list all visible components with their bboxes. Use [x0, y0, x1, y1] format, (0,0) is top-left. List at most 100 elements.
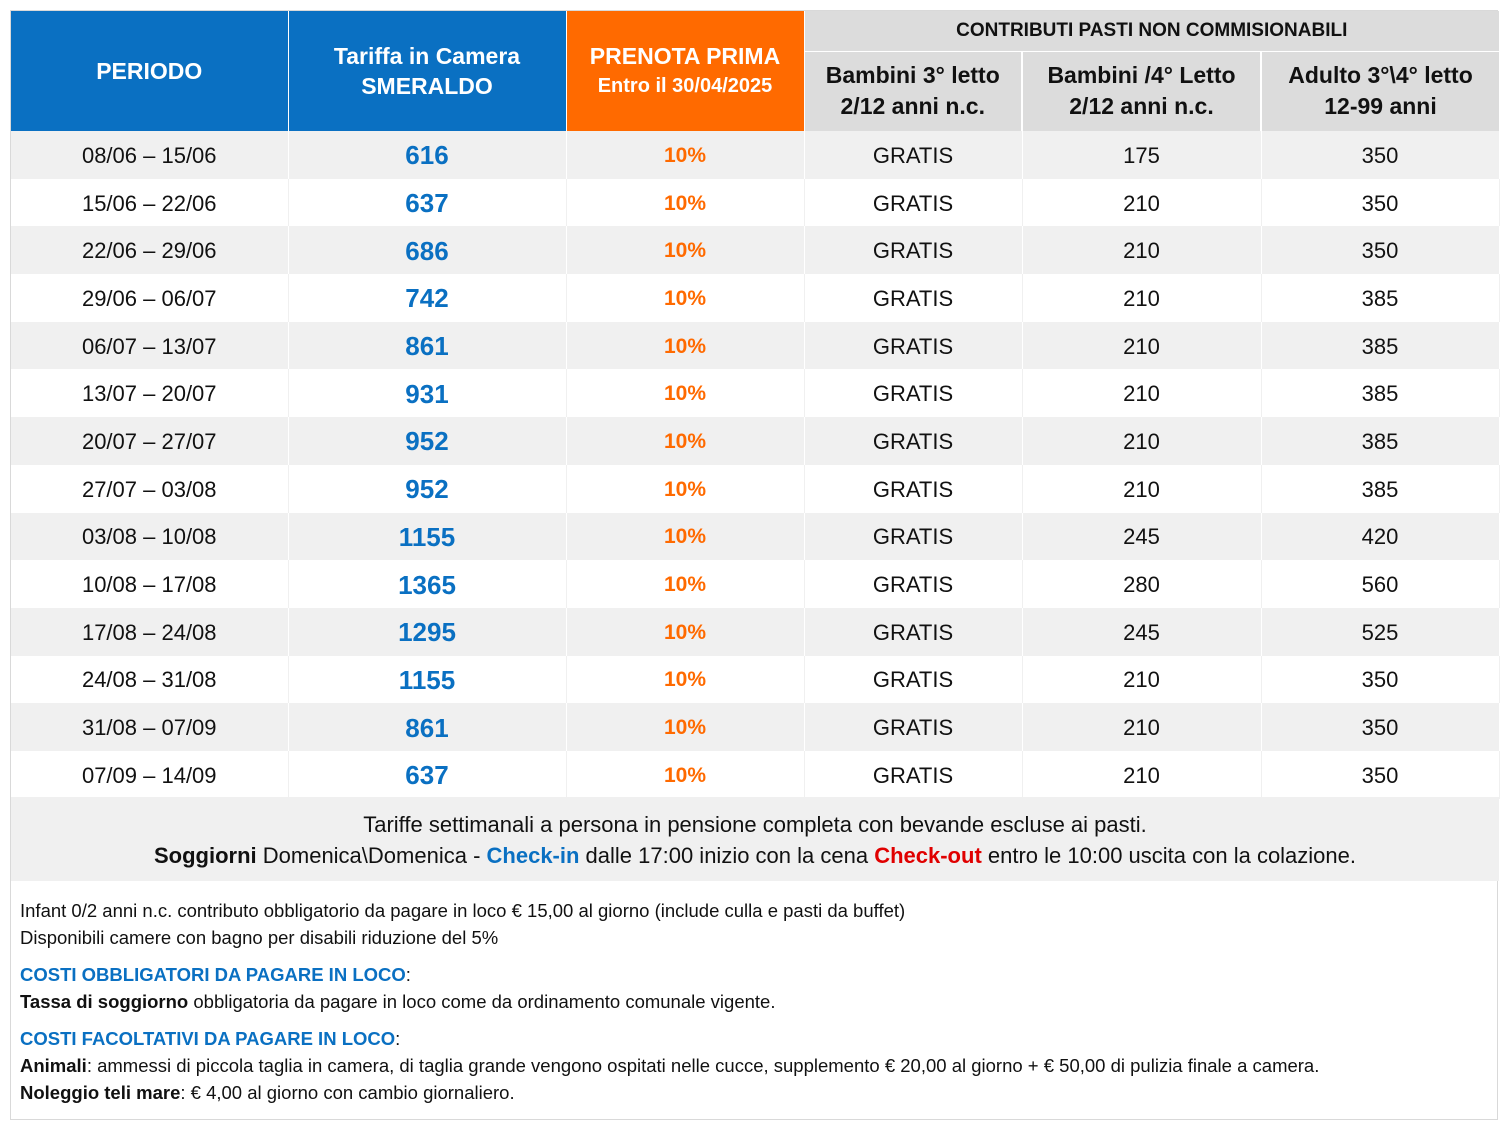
- cell-periodo: 13/07 – 20/07: [11, 369, 289, 418]
- cell-periodo: 08/06 – 15/06: [11, 131, 289, 179]
- cell-bambini-3: GRATIS: [804, 321, 1023, 370]
- cell-tariffa: 861: [288, 703, 567, 751]
- cell-prenota-prima: 10%: [566, 417, 805, 465]
- info-obbligatori-heading: COSTI OBBLIGATORI DA PAGARE IN LOCO:: [20, 961, 1490, 988]
- cell-tariffa: 1155: [288, 512, 567, 561]
- cell-bambini-3: GRATIS: [804, 512, 1023, 561]
- cell-periodo: 06/07 – 13/07: [11, 321, 289, 370]
- cell-adulto: 350: [1261, 178, 1500, 227]
- cell-prenota-prima: 10%: [566, 226, 805, 275]
- table-row: 06/07 – 13/07 861 10% GRATIS 210 385: [11, 321, 1500, 370]
- cell-bambini-3: GRATIS: [804, 703, 1023, 751]
- obbligatori-title: COSTI OBBLIGATORI DA PAGARE IN LOCO: [20, 964, 406, 985]
- header-sub-line2: 12-99 anni: [1324, 93, 1437, 120]
- note-checkin: Check-in: [486, 843, 580, 868]
- animali-label: Animali: [20, 1055, 87, 1076]
- cell-bambini-4: 210: [1022, 274, 1262, 322]
- cell-adulto: 420: [1261, 512, 1500, 561]
- note-checkout: Check-out: [874, 843, 982, 868]
- tassa-text: obbligatoria da pagare in loco come da o…: [188, 991, 776, 1012]
- header-prenota-title: PRENOTA PRIMA: [589, 43, 781, 69]
- cell-prenota-prima: 10%: [566, 703, 805, 751]
- cell-prenota-prima: 10%: [566, 369, 805, 418]
- cell-bambini-3: GRATIS: [804, 131, 1023, 179]
- table-body: 08/06 – 15/06 616 10% GRATIS 175 350 15/06 – 2…: [11, 131, 1500, 799]
- cell-tariffa: 686: [288, 226, 567, 275]
- header-sub-line2: 2/12 anni n.c.: [1069, 93, 1214, 120]
- table-row: 13/07 – 20/07 931 10% GRATIS 210 385: [11, 369, 1500, 418]
- cell-periodo: 07/09 – 14/09: [11, 750, 289, 799]
- animali-text: : ammessi di piccola taglia in camera, d…: [86, 1055, 1320, 1076]
- note-line1: Tariffe settimanali a persona in pension…: [363, 812, 1147, 837]
- cell-periodo: 15/06 – 22/06: [11, 178, 289, 227]
- cell-tariffa: 742: [288, 274, 567, 322]
- table-row: 22/06 – 29/06 686 10% GRATIS 210 350: [11, 226, 1500, 275]
- cell-periodo: 27/07 – 03/08: [11, 464, 289, 513]
- cell-tariffa: 637: [288, 750, 567, 799]
- cell-bambini-4: 245: [1022, 512, 1262, 561]
- cell-tariffa: 861: [288, 321, 567, 370]
- table-row: 20/07 – 27/07 952 10% GRATIS 210 385: [11, 417, 1500, 465]
- header-sub-line1: Bambini /4° Letto: [1047, 62, 1236, 89]
- cell-periodo: 03/08 – 10/08: [11, 512, 289, 561]
- header-tariffa-line1: Tariffa in Camera: [333, 43, 521, 69]
- obbligatori-colon: :: [405, 964, 411, 985]
- info-disabili: Disponibili camere con bagno per disabil…: [20, 927, 499, 948]
- header-adulto: Adulto 3°\4° letto 12-99 anni: [1261, 51, 1500, 131]
- cell-bambini-4: 245: [1022, 607, 1262, 656]
- cell-bambini-4: 210: [1022, 417, 1262, 465]
- cell-periodo: 17/08 – 24/08: [11, 607, 289, 656]
- cell-periodo: 10/08 – 17/08: [11, 560, 289, 608]
- cell-periodo: 31/08 – 07/09: [11, 703, 289, 751]
- info-facoltativi-heading: COSTI FACOLTATIVI DA PAGARE IN LOCO:: [20, 1025, 1490, 1052]
- header-tariffa: Tariffa in Camera SMERALDO: [288, 11, 567, 131]
- cell-bambini-4: 210: [1022, 369, 1262, 418]
- note-domenica: Domenica\Domenica -: [256, 843, 487, 868]
- note-soggiorni: Soggiorni: [153, 843, 257, 868]
- cell-tariffa: 637: [288, 178, 567, 227]
- header-prenota-date: Entro il 30/04/2025: [597, 75, 773, 97]
- header-bambini-4: Bambini /4° Letto 2/12 anni n.c.: [1022, 51, 1262, 131]
- header-prenota-prima: PRENOTA PRIMA Entro il 30/04/2025: [566, 11, 805, 131]
- cell-bambini-3: GRATIS: [804, 417, 1023, 465]
- header-bambini-3: Bambini 3° letto 2/12 anni n.c.: [804, 51, 1023, 131]
- header-contributi: CONTRIBUTI PASTI NON COMMISIONABILI: [804, 11, 1500, 52]
- cell-prenota-prima: 10%: [566, 321, 805, 370]
- cell-tariffa: 1295: [288, 607, 567, 656]
- cell-adulto: 350: [1261, 703, 1500, 751]
- table-row: 10/08 – 17/08 1365 10% GRATIS 280 560: [11, 560, 1500, 608]
- cell-bambini-3: GRATIS: [804, 607, 1023, 656]
- cell-prenota-prima: 10%: [566, 750, 805, 799]
- cell-periodo: 20/07 – 27/07: [11, 417, 289, 465]
- header-sub-line1: Adulto 3°\4° letto: [1288, 62, 1473, 89]
- cell-tariffa: 931: [288, 369, 567, 418]
- cell-adulto: 350: [1261, 226, 1500, 275]
- cell-bambini-4: 210: [1022, 655, 1262, 704]
- tassa-label: Tassa di soggiorno: [20, 991, 189, 1012]
- cell-bambini-3: GRATIS: [804, 655, 1023, 704]
- cell-adulto: 525: [1261, 607, 1500, 656]
- cell-prenota-prima: 10%: [566, 607, 805, 656]
- cell-bambini-4: 210: [1022, 750, 1262, 799]
- cell-bambini-4: 210: [1022, 178, 1262, 227]
- cell-bambini-3: GRATIS: [804, 750, 1023, 799]
- cell-tariffa: 952: [288, 417, 567, 465]
- info-tassa: Tassa di soggiorno obbligatoria da pagar…: [20, 988, 1490, 1015]
- cell-prenota-prima: 10%: [566, 512, 805, 561]
- cell-prenota-prima: 10%: [566, 274, 805, 322]
- header-sub-line2: 2/12 anni n.c.: [840, 93, 985, 120]
- info-animali: Animali: ammessi di piccola taglia in ca…: [20, 1052, 1490, 1079]
- cell-bambini-3: GRATIS: [804, 464, 1023, 513]
- cell-bambini-4: 175: [1022, 131, 1262, 179]
- cell-periodo: 29/06 – 06/07: [11, 274, 289, 322]
- cell-tariffa: 952: [288, 464, 567, 513]
- cell-bambini-4: 210: [1022, 703, 1262, 751]
- header-sub-line1: Bambini 3° letto: [825, 62, 1000, 89]
- cell-bambini-4: 280: [1022, 560, 1262, 608]
- teli-label: Noleggio teli mare: [20, 1082, 181, 1103]
- cell-bambini-3: GRATIS: [804, 274, 1023, 322]
- note-checkin-text: dalle 17:00 inizio con la cena: [579, 843, 875, 868]
- teli-text: : € 4,00 al giorno con cambio giornalier…: [180, 1082, 515, 1103]
- cell-bambini-3: GRATIS: [804, 226, 1023, 275]
- rates-table: PERIODO Tariffa in Camera SMERALDO PRENO…: [11, 11, 1500, 799]
